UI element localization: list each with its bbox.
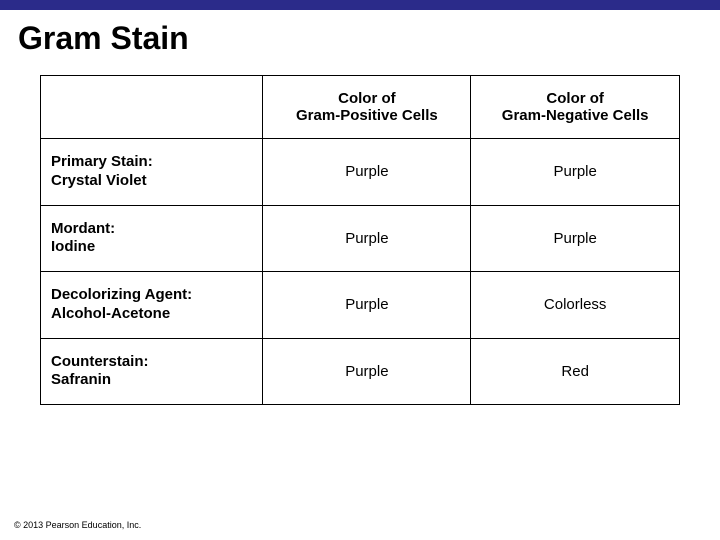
row-label-primary-stain: Primary Stain:Crystal Violet [41,139,263,206]
gram-stain-table: Color ofGram-Positive Cells Color ofGram… [40,75,680,405]
copyright-text: © 2013 Pearson Education, Inc. [14,520,141,530]
row-label-mordant: Mordant:Iodine [41,205,263,272]
table-container: Color ofGram-Positive Cells Color ofGram… [0,75,720,405]
cell-decolorizing-neg: Colorless [471,272,680,339]
cell-counterstain-pos: Purple [263,338,471,405]
header-gram-negative: Color ofGram-Negative Cells [471,76,680,139]
accent-bar [0,0,720,10]
table-header-row: Color ofGram-Positive Cells Color ofGram… [41,76,680,139]
table-row: Counterstain:Safranin Purple Red [41,338,680,405]
cell-counterstain-neg: Red [471,338,680,405]
cell-primary-pos: Purple [263,139,471,206]
cell-primary-neg: Purple [471,139,680,206]
header-empty [41,76,263,139]
table-row: Decolorizing Agent:Alcohol-Acetone Purpl… [41,272,680,339]
cell-mordant-neg: Purple [471,205,680,272]
table-row: Mordant:Iodine Purple Purple [41,205,680,272]
row-label-decolorizing: Decolorizing Agent:Alcohol-Acetone [41,272,263,339]
table-row: Primary Stain:Crystal Violet Purple Purp… [41,139,680,206]
page-title: Gram Stain [0,10,720,75]
cell-mordant-pos: Purple [263,205,471,272]
cell-decolorizing-pos: Purple [263,272,471,339]
header-gram-positive: Color ofGram-Positive Cells [263,76,471,139]
row-label-counterstain: Counterstain:Safranin [41,338,263,405]
